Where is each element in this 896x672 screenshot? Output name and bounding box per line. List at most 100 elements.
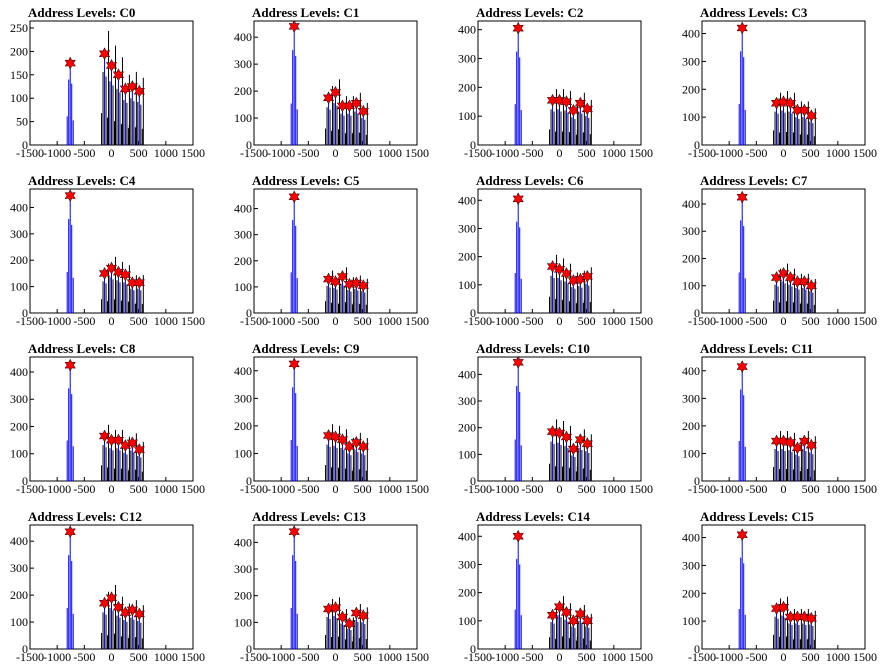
chart-svg: Address Levels: C15 0 100 200 300 400 -1500 -10… [682,509,877,664]
peak-star-marker [798,434,811,448]
y-tick-label: 300 [234,57,252,71]
peak-star-marker [546,425,559,439]
y-tick-label: 100 [234,446,252,460]
x-tick-label: -500 [73,482,95,496]
peak-star-marker [64,56,76,70]
peak-star-marker [567,614,580,628]
peak-star-marker [329,430,342,444]
peak-star-marker [105,261,118,275]
chart-panel: Address Levels: C8 0 100 200 300 400 -1500 -100… [0,336,224,504]
x-tick-label: -1000 [491,482,519,496]
x-tick-label: 500 [354,650,372,664]
peak-star-marker [574,607,587,621]
y-tick-label: 0 [22,306,28,320]
peak-star-marker [336,610,349,624]
x-tick-label: -1500 [240,482,268,496]
peak-star-marker [784,271,797,285]
chart-panel: Address Levels: C9 0 100 200 300 400 -1500 -100… [224,336,448,504]
y-tick-label: 200 [234,254,252,268]
y-tick-label: 400 [682,364,700,378]
x-tick-label: -1000 [43,146,71,160]
x-tick-label: 1000 [378,314,402,328]
peak-star-marker [357,609,369,623]
x-tick-label: 500 [802,482,820,496]
x-tick-label: 0 [781,314,787,328]
y-tick-label: 300 [682,391,700,405]
y-tick-label: 300 [682,224,700,238]
y-tick-label: 200 [10,419,28,433]
peak-star-marker [581,614,593,628]
x-tick-label: 1500 [853,650,877,664]
chart-title: Address Levels: C15 [700,509,814,524]
x-tick-label: -1500 [16,314,44,328]
x-tick-label: -1500 [688,314,716,328]
x-tick-label: -1500 [464,314,492,328]
y-tick-label: 400 [234,364,252,378]
chart-title: Address Levels: C8 [28,341,136,356]
y-tick-label: 400 [682,197,700,211]
x-tick-label: 1500 [181,146,205,160]
x-tick-label: 500 [354,146,372,160]
x-tick-label: 0 [557,314,563,328]
chart-panel: Address Levels: C5 0 100 200 300 400 -1500 -100… [224,168,448,336]
x-tick-label: -500 [297,650,319,664]
x-tick-label: 0 [557,650,563,664]
chart-svg: Address Levels: C13 0 100 200 300 400 -1500 -10… [234,509,429,664]
peak-star-marker [546,608,559,622]
peak-star-marker [553,93,566,107]
x-tick-label: -500 [745,482,767,496]
y-tick-label: 100 [458,278,476,292]
peak-star-marker [805,109,817,123]
x-tick-label: -500 [745,314,767,328]
y-tick-label: 0 [470,138,476,152]
x-tick-label: 0 [557,482,563,496]
peak-star-marker [553,426,566,440]
x-tick-label: 1500 [405,314,429,328]
y-tick-label: 100 [234,280,252,294]
x-tick-label: -500 [521,314,543,328]
x-tick-label: 0 [333,482,339,496]
peak-star-marker [98,47,111,61]
x-tick-label: 1000 [826,482,850,496]
peak-star-marker [581,102,593,116]
chart-svg: Address Levels: C10 0 100 200 300 400 -1500 -10… [458,341,653,496]
x-tick-label: 0 [781,146,787,160]
peak-star-marker [112,600,125,614]
peak-star-marker [736,528,748,542]
x-tick-label: -500 [745,650,767,664]
y-tick-label: 100 [682,279,700,293]
y-tick-label: 0 [246,306,252,320]
y-tick-label: 300 [10,227,28,241]
x-tick-label: -1000 [43,314,71,328]
chart-panel: Address Levels: C10 0 100 200 300 400 -1500 -10… [448,336,672,504]
x-tick-label: 1500 [629,146,653,160]
peak-star-marker [336,433,349,447]
y-tick-label: 300 [458,557,476,571]
peak-star-marker [512,529,524,543]
x-tick-label: -1000 [491,650,519,664]
x-tick-label: -1500 [464,482,492,496]
x-tick-label: 0 [109,650,115,664]
x-tick-label: 0 [557,146,563,160]
x-tick-label: -1000 [267,146,295,160]
chart-svg: Address Levels: C6 0 100 200 300 400 -1500 -100… [458,173,653,328]
peak-star-marker [329,85,342,99]
y-tick-label: 0 [470,642,476,656]
peak-star-marker [64,358,76,372]
x-tick-label: 0 [109,482,115,496]
y-tick-label: 200 [682,251,700,265]
x-tick-label: 1500 [405,650,429,664]
peak-star-marker [805,611,817,625]
x-tick-label: -1500 [240,650,268,664]
peak-star-marker [546,259,559,274]
chart-title: Address Levels: C6 [476,173,584,188]
peak-star-marker [736,190,748,204]
peak-star-marker [784,96,797,110]
peak-star-marker [126,603,139,617]
x-tick-label: -1500 [240,314,268,328]
chart-panel: Address Levels: C4 0 100 200 300 400 -1500 -100… [0,168,224,336]
peak-star-marker [336,269,349,284]
peak-star-marker [357,439,369,454]
y-tick-label: 400 [234,202,252,216]
peak-star-marker [784,435,797,449]
